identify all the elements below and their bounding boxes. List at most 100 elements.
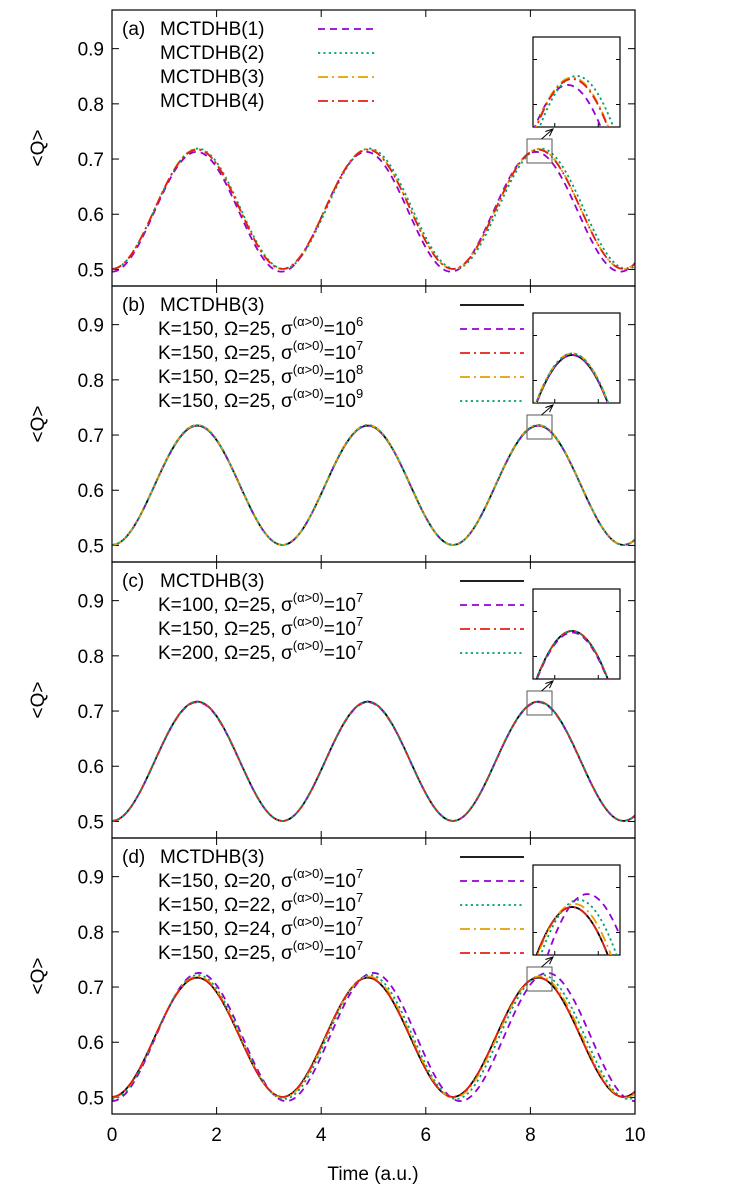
legend-label: MCTDHB(3) <box>160 571 265 592</box>
zoom-arrowhead <box>545 680 554 689</box>
inset-series-line-1 <box>546 893 620 955</box>
legend-label: K=150, Ω=25, σ(α>0)=106 <box>158 314 363 340</box>
y-tick-label: 0.8 <box>78 923 104 944</box>
legend-label: K=100, Ω=25, σ(α>0)=107 <box>158 590 363 616</box>
legend-label: MCTDHB(1) <box>160 19 265 40</box>
legend-label: K=150, Ω=25, σ(α>0)=107 <box>158 614 363 640</box>
zoom-box <box>526 966 553 992</box>
y-tick-label: 0.9 <box>78 40 104 61</box>
inset-series-line-3 <box>535 352 610 403</box>
series-line-0 <box>112 700 635 822</box>
legend: (d) MCTDHB(3)K=150, Ω=20, σ(α>0)=107K=150… <box>122 847 524 964</box>
series-line-1 <box>112 972 635 1102</box>
panel-letter: (d) <box>122 847 145 868</box>
zoom-arrowhead <box>545 956 554 965</box>
zoom-arrowhead <box>545 404 554 413</box>
legend-label: MCTDHB(3) <box>160 847 265 868</box>
series-line-1 <box>112 147 635 270</box>
series-line-4 <box>112 976 635 1098</box>
inset-series-line-3 <box>535 78 609 127</box>
y-tick-label: 0.6 <box>78 481 104 502</box>
legend-label: K=150, Ω=25, σ(α>0)=109 <box>158 386 363 412</box>
zoom-arrowhead <box>545 128 554 137</box>
legend-label: K=200, Ω=25, σ(α>0)=107 <box>158 638 363 664</box>
panel-letter: (b) <box>122 295 145 316</box>
y-tick-label: 0.5 <box>78 536 104 557</box>
legend-label: K=150, Ω=24, σ(α>0)=107 <box>158 914 363 940</box>
legend-label: K=150, Ω=25, σ(α>0)=108 <box>158 362 363 388</box>
y-tick-label: 0.9 <box>78 316 104 337</box>
y-tick-label: 0.8 <box>78 647 104 668</box>
inset-series-line-1 <box>538 75 615 127</box>
series-line-2 <box>112 974 635 1100</box>
y-tick-label: 0.5 <box>78 1088 104 1109</box>
inset-frame <box>532 312 621 404</box>
inset-series-line-3 <box>536 902 612 955</box>
x-tick-label: 8 <box>525 1125 536 1146</box>
y-axis-title: <Q> <box>28 130 49 167</box>
y-tick-label: 0.7 <box>78 426 104 447</box>
y-tick-label: 0.5 <box>78 812 104 833</box>
series-group <box>112 972 635 1102</box>
zoom-arrow <box>541 680 554 692</box>
zoom-arrow <box>541 404 554 416</box>
series-line-0 <box>112 150 635 273</box>
y-tick-label: 0.7 <box>78 978 104 999</box>
series-group <box>112 424 635 546</box>
series-group <box>112 700 635 822</box>
series-line-3 <box>112 975 635 1099</box>
legend-label: MCTDHB(2) <box>160 43 265 64</box>
y-tick-label: 0.6 <box>78 205 104 226</box>
panel-letter: (a) <box>122 19 145 40</box>
legend: (c) MCTDHB(3)K=100, Ω=25, σ(α>0)=107K=150… <box>122 571 524 664</box>
x-tick-label: 0 <box>107 1125 118 1146</box>
x-tick-label: 10 <box>624 1125 645 1146</box>
series-line-2 <box>112 700 635 822</box>
inset-frame <box>532 36 621 128</box>
x-tick-label: 2 <box>211 1125 222 1146</box>
zoom-arrow <box>541 956 554 968</box>
series-line-3 <box>112 700 635 822</box>
y-axis-title: <Q> <box>28 406 49 443</box>
series-group <box>112 147 635 273</box>
inset-series-line-2 <box>535 630 609 679</box>
series-line-0 <box>112 424 635 546</box>
legend: (b) MCTDHB(3)K=150, Ω=25, σ(α>0)=106 K=150… <box>122 295 524 412</box>
panels: 0.5 0.6 0.7 0.8 0.9 <Q> (a) MCTDHB(1) MCTDHB(2) M… <box>28 9 646 1146</box>
inset-series-line-4 <box>535 352 610 403</box>
y-tick-label: 0.8 <box>78 95 104 116</box>
series-line-0 <box>112 976 635 1098</box>
y-tick-label: 0.8 <box>78 371 104 392</box>
zoom-box <box>526 138 553 164</box>
panel-0: 0.5 0.6 0.7 0.8 0.9 <Q> (a) MCTDHB(1) MCTDHB(2) M… <box>28 9 636 287</box>
series-line-1 <box>112 701 635 822</box>
panel-1: 0.50.60.70.80.9<Q>(b) MCTDHB(3)K=150, Ω=2… <box>28 285 636 563</box>
zoom-box <box>526 414 553 440</box>
panel-letter: (c) <box>122 571 144 592</box>
x-tick-label: 6 <box>421 1125 432 1146</box>
legend-label: MCTDHB(3) <box>160 67 265 88</box>
series-line-2 <box>112 148 635 270</box>
legend-label: MCTDHB(4) <box>160 91 265 112</box>
legend-label: K=150, Ω=20, σ(α>0)=107 <box>158 866 363 892</box>
x-axis-title: Time (a.u.) <box>327 1164 418 1185</box>
panel-2: 0.5 0.6 0.7 0.8 0.9 <Q> (c) MCTDHB(3)K=100, Ω=2… <box>28 561 636 839</box>
legend-label: MCTDHB(3) <box>160 295 265 316</box>
y-tick-label: 0.7 <box>78 150 104 171</box>
y-axis-title: <Q> <box>28 682 49 719</box>
zoom-box <box>526 690 553 716</box>
series-line-4 <box>112 424 635 546</box>
legend: (a) MCTDHB(1) MCTDHB(2) MCTDHB(3) MCTDHB(4) <box>122 19 375 112</box>
inset-series-group <box>535 630 609 679</box>
series-line-3 <box>112 424 635 546</box>
y-tick-label: 0.5 <box>78 260 104 281</box>
zoom-arrow <box>541 128 554 140</box>
series-line-3 <box>112 148 635 270</box>
inset-series-line-4 <box>535 906 609 955</box>
plot-frame <box>111 837 636 1115</box>
y-tick-label: 0.6 <box>78 757 104 778</box>
inset-series-group <box>533 75 615 127</box>
y-tick-label: 0.7 <box>78 702 104 723</box>
legend-label: K=150, Ω=22, σ(α>0)=107 <box>158 890 363 916</box>
